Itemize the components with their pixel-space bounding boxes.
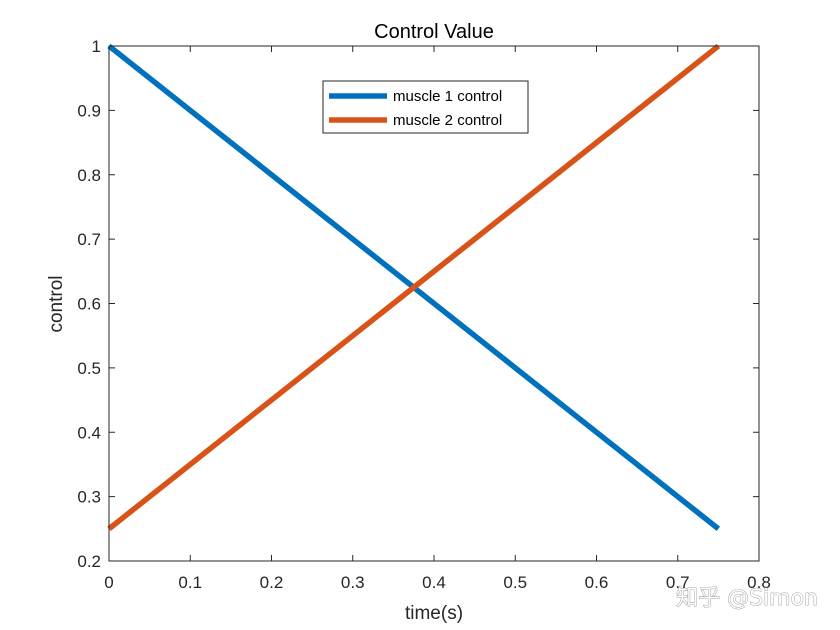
y-tick-label: 0.4 — [77, 423, 101, 442]
x-tick-label: 0.6 — [585, 573, 609, 592]
legend-label-1: muscle 1 control — [393, 88, 502, 105]
x-tick-label: 0.1 — [178, 573, 202, 592]
y-tick-label: 0.7 — [77, 230, 101, 249]
y-tick-label: 0.3 — [77, 488, 101, 507]
series-line-2 — [107, 43, 721, 531]
x-tick-label: 0.2 — [260, 573, 284, 592]
x-tick-label: 0.7 — [666, 573, 690, 592]
x-tick-label: 0.8 — [747, 573, 771, 592]
y-axis-label: control — [46, 275, 67, 332]
legend-box — [322, 80, 529, 134]
x-axis-label: time(s) — [405, 603, 463, 624]
y-tick-label: 0.6 — [77, 295, 101, 314]
x-tick-label: 0.3 — [341, 573, 365, 592]
y-tick-label: 0.2 — [77, 552, 101, 571]
x-tick-label: 0 — [104, 573, 113, 592]
legend-label-2: muscle 2 control — [393, 112, 502, 129]
y-tick-label: 0.9 — [77, 101, 101, 120]
x-tick-label: 0.4 — [422, 573, 446, 592]
y-tick-label: 0.8 — [77, 166, 101, 185]
y-tick-label: 0.5 — [77, 359, 101, 378]
legend: muscle 1 control muscle 2 control — [322, 80, 529, 134]
chart-title: Control Value — [374, 21, 494, 43]
watermark-text: 知乎 @Simon — [676, 586, 818, 611]
x-tick-label: 0.5 — [503, 573, 527, 592]
y-tick-label: 1 — [92, 37, 101, 56]
